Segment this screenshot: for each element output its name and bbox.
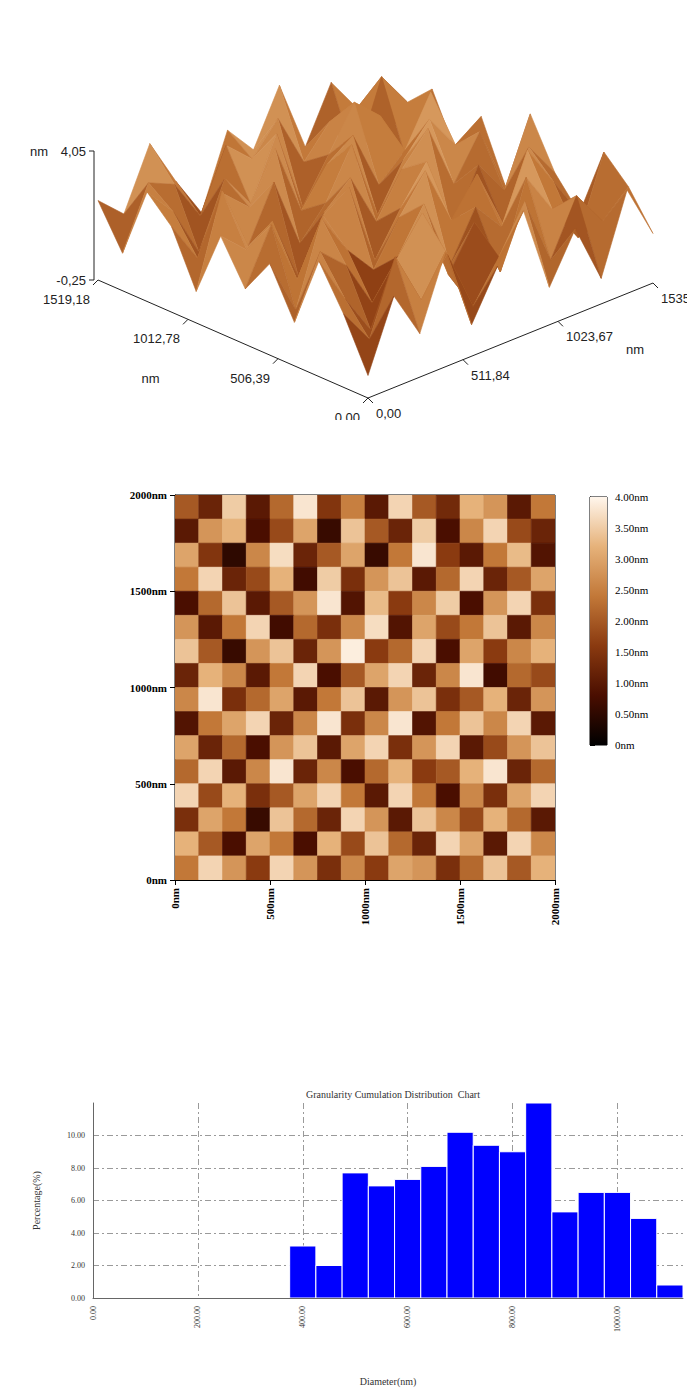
svg-text:1023,67: 1023,67 <box>566 329 613 344</box>
svg-text:3.00nm: 3.00nm <box>615 553 649 565</box>
svg-text:nm: nm <box>30 144 48 159</box>
svg-text:1500nm: 1500nm <box>130 585 167 597</box>
svg-text:600.00: 600.00 <box>403 1306 412 1328</box>
svg-text:0,00: 0,00 <box>335 410 360 420</box>
svg-text:1.00nm: 1.00nm <box>615 677 649 689</box>
svg-text:500nm: 500nm <box>135 778 167 790</box>
svg-text:1000.00: 1000.00 <box>613 1306 622 1332</box>
svg-text:1519,18: 1519,18 <box>43 292 90 307</box>
svg-text:0.00: 0.00 <box>71 1294 85 1303</box>
svg-text:6.00: 6.00 <box>71 1196 85 1205</box>
svg-text:800.00: 800.00 <box>508 1306 517 1328</box>
svg-text:2000nm: 2000nm <box>130 489 167 501</box>
svg-text:0nm: 0nm <box>615 739 635 751</box>
svg-text:0nm: 0nm <box>169 888 181 909</box>
svg-text:10.00: 10.00 <box>67 1131 85 1140</box>
svg-text:2.00nm: 2.00nm <box>615 615 649 627</box>
svg-text:200.00: 200.00 <box>193 1306 202 1328</box>
svg-text:3.50nm: 3.50nm <box>615 522 649 534</box>
svg-text:2000nm: 2000nm <box>549 888 561 925</box>
svg-text:4.00: 4.00 <box>71 1229 85 1238</box>
svg-text:1000nm: 1000nm <box>359 888 371 925</box>
svg-text:nm: nm <box>141 371 159 386</box>
svg-text:1.50nm: 1.50nm <box>615 646 649 658</box>
svg-text:0nm: 0nm <box>146 874 167 886</box>
svg-text:1500nm: 1500nm <box>454 888 466 925</box>
svg-text:2.00: 2.00 <box>71 1261 85 1270</box>
svg-text:0.50nm: 0.50nm <box>615 708 649 720</box>
svg-text:4.00nm: 4.00nm <box>615 491 649 503</box>
svg-text:Granularity Cumulation Distrib: Granularity Cumulation Distribution Char… <box>306 1089 480 1100</box>
svg-text:1535,51: 1535,51 <box>661 291 687 306</box>
svg-text:400.00: 400.00 <box>298 1306 307 1328</box>
svg-text:Percentage(%): Percentage(%) <box>31 1171 43 1230</box>
svg-text:Diameter(nm): Diameter(nm) <box>360 1376 417 1388</box>
svg-text:1000nm: 1000nm <box>130 682 167 694</box>
svg-text:0.00: 0.00 <box>89 1306 98 1320</box>
svg-text:1012,78: 1012,78 <box>133 331 180 346</box>
svg-text:-0,25: -0,25 <box>56 273 86 288</box>
svg-text:0,00: 0,00 <box>376 406 401 420</box>
svg-text:4,05: 4,05 <box>61 144 86 159</box>
svg-text:506,39: 506,39 <box>230 371 270 386</box>
svg-text:2.50nm: 2.50nm <box>615 584 649 596</box>
svg-text:nm: nm <box>626 342 644 357</box>
svg-text:500nm: 500nm <box>264 888 276 920</box>
svg-text:511,84: 511,84 <box>471 368 510 383</box>
svg-text:8.00: 8.00 <box>71 1164 85 1173</box>
